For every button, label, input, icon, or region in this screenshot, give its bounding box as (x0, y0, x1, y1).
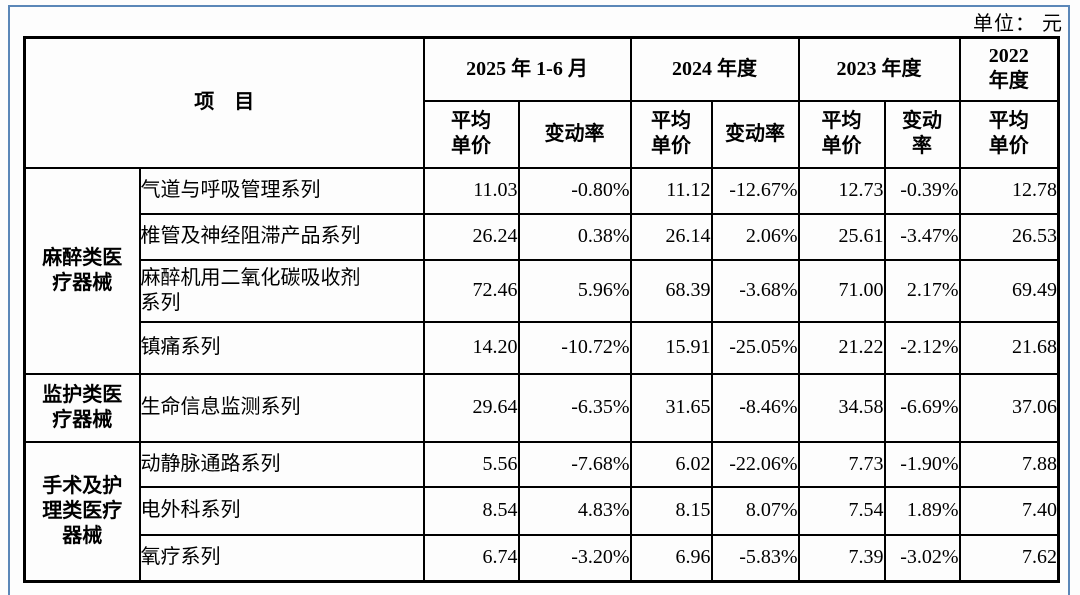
subheader-avg-price-2022: 平均 单价 (958, 99, 1060, 169)
value-cell: 31.65 (629, 372, 713, 443)
subheader-avg-price-2024: 平均 单价 (629, 99, 713, 169)
table-row: 监护类医 疗器械 生命信息监测系列 29.64 -6.35% 31.65 -8.… (23, 372, 1060, 443)
group-cell-surgery-nursing: 手术及护 理类医疗 器械 (23, 440, 141, 583)
series-name-cell: 麻醉机用二氧化碳吸收剂 系列 (138, 258, 425, 323)
value-cell: -7.68% (517, 440, 632, 488)
value-cell: 21.68 (958, 320, 1060, 375)
value-cell: 14.20 (422, 320, 520, 375)
series-name-cell: 动静脉通路系列 (138, 440, 425, 488)
table-row: 麻醉类医 疗器械 气道与呼吸管理系列 11.03 -0.80% 11.12 -1… (23, 166, 1060, 375)
value-cell: 4.83% (517, 485, 632, 536)
value-cell: 69.49 (958, 258, 1060, 323)
value-cell: -6.35% (517, 372, 632, 443)
value-cell: -6.69% (883, 372, 961, 443)
product-price-table: 项 目 2025 年 1-6 月 2024 年度 2023 年度 2022 年度… (23, 36, 1061, 583)
value-cell: 26.53 (958, 212, 1060, 261)
value-cell: 2.06% (710, 212, 800, 261)
sub-header-row: 平均 单价 变动率 平均 单价 变动率 平均 单价 变动 率 平均 单价 (25, 99, 1060, 169)
table-row: 镇痛系列 14.20 -10.72% 15.91 -25.05% 21.22 -… (25, 320, 1060, 375)
value-cell: 0.38% (517, 212, 632, 261)
subheader-change-rate-2025: 变动率 (517, 99, 632, 169)
subheader-change-rate-2024: 变动率 (710, 99, 800, 169)
value-cell: 7.73 (797, 440, 886, 488)
table-row: 电外科系列 8.54 4.83% 8.15 8.07% 7.54 1.89% 7… (25, 485, 1060, 536)
value-cell: -25.05% (710, 320, 800, 375)
value-cell: 8.15 (629, 485, 713, 536)
value-cell: 12.78 (958, 166, 1060, 215)
value-cell: -0.80% (517, 166, 632, 215)
series-name-cell: 椎管及神经阻滞产品系列 (138, 212, 425, 261)
value-cell: 7.62 (958, 533, 1060, 583)
table-row: 氧疗系列 6.74 -3.20% 6.96 -5.83% 7.39 -3.02%… (25, 533, 1060, 583)
series-name-cell: 气道与呼吸管理系列 (138, 166, 425, 215)
table-row: 椎管及神经阻滞产品系列 26.24 0.38% 26.14 2.06% 25.6… (25, 212, 1060, 261)
value-cell: 34.58 (797, 372, 886, 443)
value-cell: 71.00 (797, 258, 886, 323)
value-cell: 7.88 (958, 440, 1060, 488)
value-cell: 2.17% (883, 258, 961, 323)
value-cell: 6.96 (629, 533, 713, 583)
value-cell: 72.46 (422, 258, 520, 323)
value-cell: 26.14 (629, 212, 713, 261)
subheader-avg-price-2025: 平均 单价 (422, 99, 520, 169)
value-cell: 7.39 (797, 533, 886, 583)
table-row: 麻醉机用二氧化碳吸收剂 系列 72.46 5.96% 68.39 -3.68% … (25, 258, 1060, 323)
subheader-avg-price-2023: 平均 单价 (797, 99, 886, 169)
value-cell: 5.96% (517, 258, 632, 323)
value-cell: -8.46% (710, 372, 800, 443)
group-cell-anesthesia: 麻醉类医 疗器械 (23, 166, 141, 375)
value-cell: 21.22 (797, 320, 886, 375)
series-name-cell: 电外科系列 (138, 485, 425, 536)
value-cell: 5.56 (422, 440, 520, 488)
year-header-row: 项 目 2025 年 1-6 月 2024 年度 2023 年度 2022 年度 (23, 36, 1060, 169)
value-cell: -10.72% (517, 320, 632, 375)
period-header-2022: 2022 年度 (958, 36, 1060, 102)
series-name-cell: 氧疗系列 (138, 533, 425, 583)
value-cell: 7.54 (797, 485, 886, 536)
series-name-cell: 镇痛系列 (138, 320, 425, 375)
value-cell: -3.47% (883, 212, 961, 261)
value-cell: -1.90% (883, 440, 961, 488)
value-cell: 11.03 (422, 166, 520, 215)
value-cell: 7.40 (958, 485, 1060, 536)
period-header-2024: 2024 年度 (629, 36, 800, 102)
value-cell: -22.06% (710, 440, 800, 488)
value-cell: 26.24 (422, 212, 520, 261)
value-cell: 6.02 (629, 440, 713, 488)
value-cell: -3.68% (710, 258, 800, 323)
period-header-2023: 2023 年度 (797, 36, 961, 102)
group-cell-monitoring: 监护类医 疗器械 (23, 372, 141, 443)
table-row: 手术及护 理类医疗 器械 动静脉通路系列 5.56 -7.68% 6.02 -2… (23, 440, 1060, 583)
value-cell: -3.20% (517, 533, 632, 583)
value-cell: 15.91 (629, 320, 713, 375)
item-header-cell: 项 目 (23, 36, 425, 169)
value-cell: -2.12% (883, 320, 961, 375)
value-cell: 6.74 (422, 533, 520, 583)
value-cell: 1.89% (883, 485, 961, 536)
series-name-cell: 生命信息监测系列 (138, 372, 425, 443)
value-cell: 8.07% (710, 485, 800, 536)
period-header-2025: 2025 年 1-6 月 (422, 36, 632, 102)
value-cell: -12.67% (710, 166, 800, 215)
value-cell: -5.83% (710, 533, 800, 583)
value-cell: 12.73 (797, 166, 886, 215)
value-cell: 68.39 (629, 258, 713, 323)
value-cell: 29.64 (422, 372, 520, 443)
value-cell: 8.54 (422, 485, 520, 536)
value-cell: 11.12 (629, 166, 713, 215)
value-cell: -0.39% (883, 166, 961, 215)
unit-label: 单位： 元 (973, 13, 1063, 35)
value-cell: -3.02% (883, 533, 961, 583)
value-cell: 37.06 (958, 372, 1060, 443)
subheader-change-rate-2023: 变动 率 (883, 99, 961, 169)
value-cell: 25.61 (797, 212, 886, 261)
